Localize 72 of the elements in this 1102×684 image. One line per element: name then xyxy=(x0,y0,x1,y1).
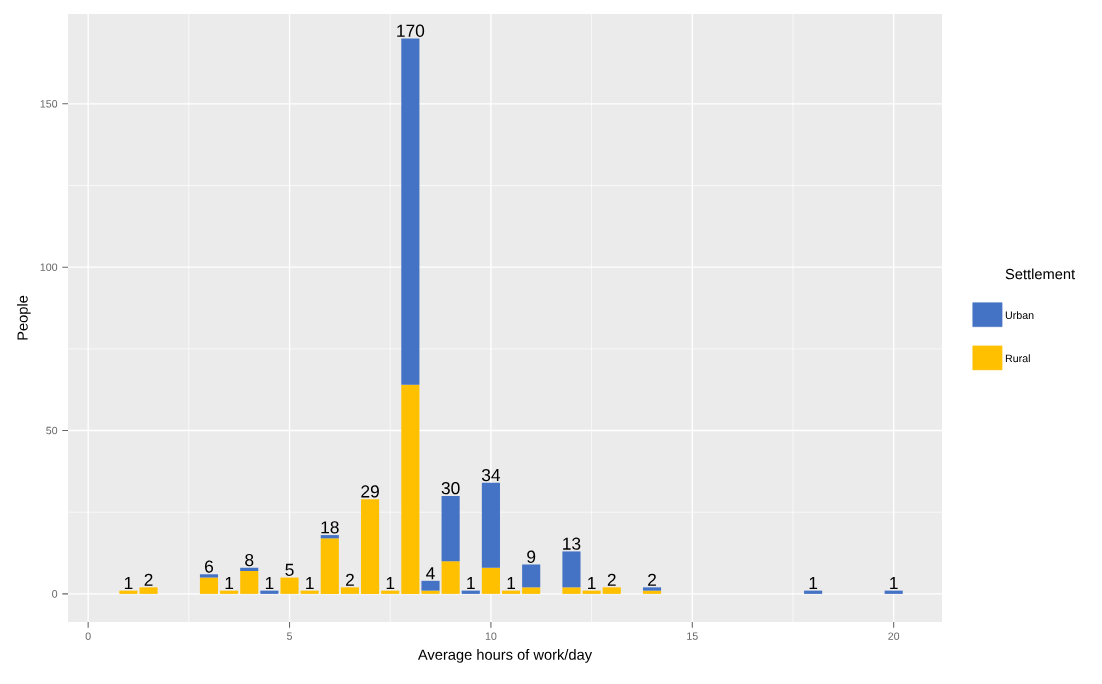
legend-title: Settlement xyxy=(1005,268,1076,280)
bar xyxy=(340,587,360,594)
total-label: 2 xyxy=(607,573,616,586)
total-label: 4 xyxy=(426,567,435,580)
total-label: 2 xyxy=(648,573,656,586)
total-label: 9 xyxy=(527,550,536,563)
bar xyxy=(119,590,138,594)
total-label: 34 xyxy=(481,468,501,482)
bar xyxy=(280,577,299,594)
bar xyxy=(320,535,339,539)
total-label: 18 xyxy=(321,521,339,534)
x-tick-label: 20 xyxy=(888,632,900,640)
bar xyxy=(522,587,541,594)
total-label: 30 xyxy=(441,482,460,495)
total-label: 1 xyxy=(809,577,818,590)
x-tick-label: 15 xyxy=(687,632,698,640)
bar xyxy=(401,38,420,385)
bar xyxy=(562,551,581,588)
legend-label: Rural xyxy=(1005,354,1030,363)
total-label: 170 xyxy=(397,24,425,37)
bar xyxy=(381,590,400,594)
x-axis-title: Average hours of work/day xyxy=(417,649,593,663)
bar xyxy=(602,587,621,594)
bar xyxy=(804,590,823,594)
bar xyxy=(884,590,903,594)
total-label: 6 xyxy=(205,560,214,573)
bar xyxy=(199,577,219,594)
y-axis-title: People xyxy=(16,295,31,340)
bar xyxy=(421,590,440,594)
bar xyxy=(421,580,440,591)
bar xyxy=(522,564,541,588)
bar xyxy=(481,482,500,568)
bar xyxy=(441,495,460,562)
bar xyxy=(320,538,339,594)
bar xyxy=(562,587,581,594)
y-tick-label: 0 xyxy=(52,590,58,598)
total-label: 2 xyxy=(346,573,354,586)
x-tick-label: 0 xyxy=(85,632,91,640)
total-label: 1 xyxy=(306,577,314,590)
x-tick-label: 10 xyxy=(485,632,497,640)
bar xyxy=(300,590,319,594)
y-tick-label: 150 xyxy=(40,100,58,108)
bar xyxy=(441,561,460,594)
bar xyxy=(240,567,259,572)
total-label: 1 xyxy=(890,577,898,590)
total-label: 1 xyxy=(124,577,133,590)
bar xyxy=(401,384,420,594)
bar xyxy=(582,590,601,594)
bar xyxy=(501,590,521,594)
total-label: 1 xyxy=(467,577,475,590)
total-label: 1 xyxy=(386,577,395,590)
bar xyxy=(260,590,279,594)
total-label: 1 xyxy=(225,577,234,590)
bar xyxy=(139,587,158,594)
total-label: 29 xyxy=(361,485,379,498)
bar xyxy=(481,567,500,594)
bar xyxy=(461,590,480,594)
y-tick-label: 50 xyxy=(46,426,58,435)
bar xyxy=(220,590,239,594)
total-label: 2 xyxy=(144,573,153,586)
total-label: 1 xyxy=(588,577,596,590)
total-label: 8 xyxy=(245,553,254,567)
bar xyxy=(361,499,380,594)
total-label: 1 xyxy=(507,577,516,590)
legend-label: Urban xyxy=(1005,311,1034,319)
x-tick-label: 5 xyxy=(286,632,293,640)
total-label: 1 xyxy=(265,577,274,590)
y-tick-label: 100 xyxy=(40,263,58,271)
bar xyxy=(199,574,219,578)
total-label: 13 xyxy=(563,537,581,550)
bar xyxy=(240,571,259,594)
total-label: 5 xyxy=(285,563,294,576)
